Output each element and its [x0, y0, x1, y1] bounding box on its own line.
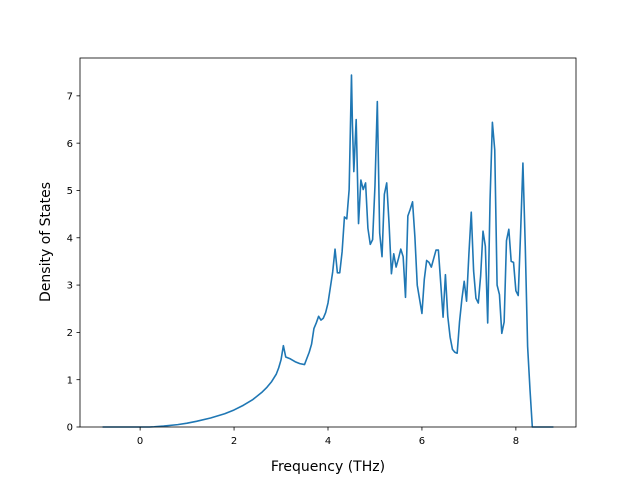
x-tick-label: 6	[419, 436, 425, 447]
axis-ticks: 0 2 4 6 8 0 1 2 3 4 5 6 7	[67, 91, 519, 447]
x-tick-label: 8	[513, 436, 519, 447]
y-tick-label: 3	[67, 281, 73, 292]
y-tick-label: 4	[67, 233, 73, 244]
axes-frame	[79, 57, 577, 428]
y-tick-label: 1	[67, 375, 73, 386]
y-tick-label: 5	[67, 186, 73, 197]
y-tick-label: 7	[67, 91, 73, 102]
x-tick-label: 0	[137, 436, 143, 447]
y-tick-label: 0	[67, 423, 73, 434]
y-tick-label: 6	[67, 139, 73, 150]
x-tick-label: 4	[325, 436, 331, 447]
y-tick-label: 2	[67, 328, 73, 339]
plot-area	[102, 74, 554, 428]
dos-series-line	[102, 74, 554, 428]
x-axis-title: Frequency (THz)	[271, 459, 385, 475]
y-axis-title: Density of States	[38, 182, 54, 302]
x-tick-label: 2	[231, 436, 237, 447]
